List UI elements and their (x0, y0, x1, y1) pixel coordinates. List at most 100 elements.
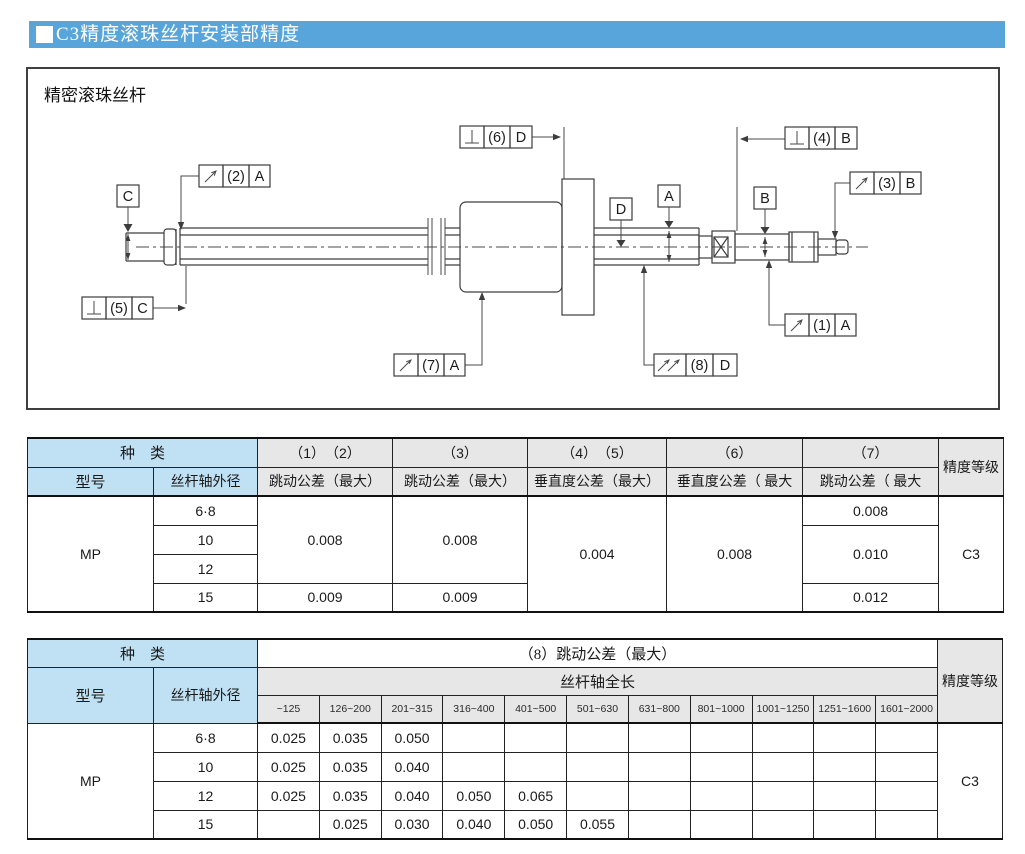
callout-datum: A (841, 318, 851, 334)
callout-number: (5) (110, 301, 128, 317)
value-cell: 0.025 (257, 722, 320, 753)
sublabel-6: 垂直度公差（ 最大 (666, 466, 804, 497)
diagram-label: 精密滚珠丝杆 (44, 86, 146, 105)
value-cell: 0.009 (257, 582, 394, 613)
datum-B-label: B (760, 191, 770, 207)
value-cell (689, 809, 753, 840)
value-cell (689, 751, 753, 782)
title-bullet-icon (36, 26, 53, 43)
kind-header: 种 类 (26, 437, 259, 468)
callout-number: (2) (227, 169, 245, 185)
ball-screw-diagram-panel: 精密滚珠丝杆 (26, 67, 1000, 410)
value-cell: 0.004 (527, 495, 668, 613)
diameter-cell: 15 (152, 582, 259, 613)
model-cell: MP (27, 495, 154, 613)
value-cell (504, 722, 568, 753)
datum-D-label: D (616, 202, 626, 218)
value-cell (689, 780, 753, 811)
value-cell (875, 780, 938, 811)
value-cell (442, 751, 506, 782)
value-cell (875, 722, 938, 753)
circular-runout-icon (790, 319, 803, 332)
screw-thread-right (594, 227, 700, 266)
span-header: （8）跳动公差（最大） (257, 638, 938, 668)
grade-cell: C3 (938, 495, 1005, 613)
grade-header: 精度等级 (938, 437, 1005, 497)
value-cell (813, 751, 877, 782)
value-cell: 0.035 (318, 780, 382, 811)
value-cell (257, 809, 320, 840)
value-cell: 0.050 (442, 780, 506, 811)
value-cell (566, 722, 629, 753)
callout-datum: A (255, 169, 265, 185)
value-cell: 0.008 (257, 495, 394, 584)
callout-2A: (2) A (177, 164, 271, 230)
value-cell: 0.030 (380, 809, 444, 840)
diameter-cell: 10 (152, 751, 259, 782)
value-cell (751, 722, 815, 753)
value-cell: 0.010 (802, 524, 940, 584)
model-header: 型号 (27, 466, 154, 497)
group-header-3: （3） (392, 437, 529, 468)
grade-cell: C3 (937, 722, 1003, 840)
datum-B: B (753, 186, 777, 257)
diameter-cell: 15 (152, 809, 259, 840)
shaft-left-end (125, 228, 181, 266)
value-cell (504, 751, 568, 782)
nut-flange (561, 178, 595, 316)
diameter-cell: 6·8 (152, 722, 259, 753)
datum-D: D (609, 197, 633, 247)
callout-datum: C (137, 301, 147, 317)
value-cell (751, 780, 815, 811)
tolerance-table-2: 种 类 （8）跳动公差（最大） 精度等级 型号 丝杆轴外径 丝杆轴全长 ~125… (26, 638, 1003, 840)
tolerance-table-1: 种 类 （1） （2） （3） （4） （5） （6） （7） 精度等级 型号 … (26, 437, 1005, 613)
sublabel-45: 垂直度公差（最大） (527, 466, 668, 497)
datum-C: C (116, 184, 140, 260)
diameter-cell: 12 (152, 780, 259, 811)
value-cell (627, 780, 691, 811)
diameter-header: 丝杆轴外径 (152, 466, 259, 497)
length-col: 501~630 (566, 694, 629, 724)
section-title: C3精度滚珠丝杆安装部精度 (56, 24, 301, 45)
group-header-45: （4） （5） (527, 437, 668, 468)
value-cell: 0.025 (318, 809, 382, 840)
callout-1A: (1) A (765, 260, 857, 337)
value-cell: 0.012 (802, 582, 940, 613)
value-cell: 0.025 (257, 780, 320, 811)
length-col: ~125 (257, 694, 320, 724)
diameter-header: 丝杆轴外径 (152, 666, 259, 724)
value-cell: 0.050 (380, 722, 444, 753)
sublabel-7: 跳动公差（ 最大 (802, 466, 940, 497)
callout-number: (8) (691, 358, 709, 374)
callout-datum: D (720, 358, 730, 374)
group-header-7: （7） (802, 437, 940, 468)
value-cell: 0.008 (802, 495, 940, 526)
value-cell (751, 751, 815, 782)
value-cell (627, 751, 691, 782)
value-cell (813, 809, 877, 840)
total-runout-icon (657, 359, 680, 372)
callout-number: (3) (878, 176, 896, 192)
value-cell (627, 809, 691, 840)
value-cell (442, 722, 506, 753)
callout-7A: (7) A (393, 292, 486, 377)
value-cell: 0.009 (392, 582, 529, 613)
callout-6D: (6) D (459, 125, 565, 179)
callout-4B: (4) B (736, 126, 858, 231)
group-header-12: （1） （2） (257, 437, 394, 468)
value-cell: 0.065 (504, 780, 568, 811)
break-lines (427, 218, 446, 275)
group-header-6: （6） (666, 437, 804, 468)
value-cell: 0.008 (392, 495, 529, 584)
diameter-cell: 12 (152, 553, 259, 584)
callout-datum: D (516, 130, 526, 146)
diameter-cell: 6·8 (152, 495, 259, 526)
callout-datum: B (841, 131, 851, 147)
screw-shaft (180, 218, 460, 275)
datum-C-label: C (123, 189, 133, 205)
callout-datum: B (906, 176, 916, 192)
value-cell: 0.050 (504, 809, 568, 840)
length-col: 1001~1250 (751, 694, 815, 724)
length-header: 丝杆轴全长 (257, 666, 938, 696)
value-cell (813, 780, 877, 811)
